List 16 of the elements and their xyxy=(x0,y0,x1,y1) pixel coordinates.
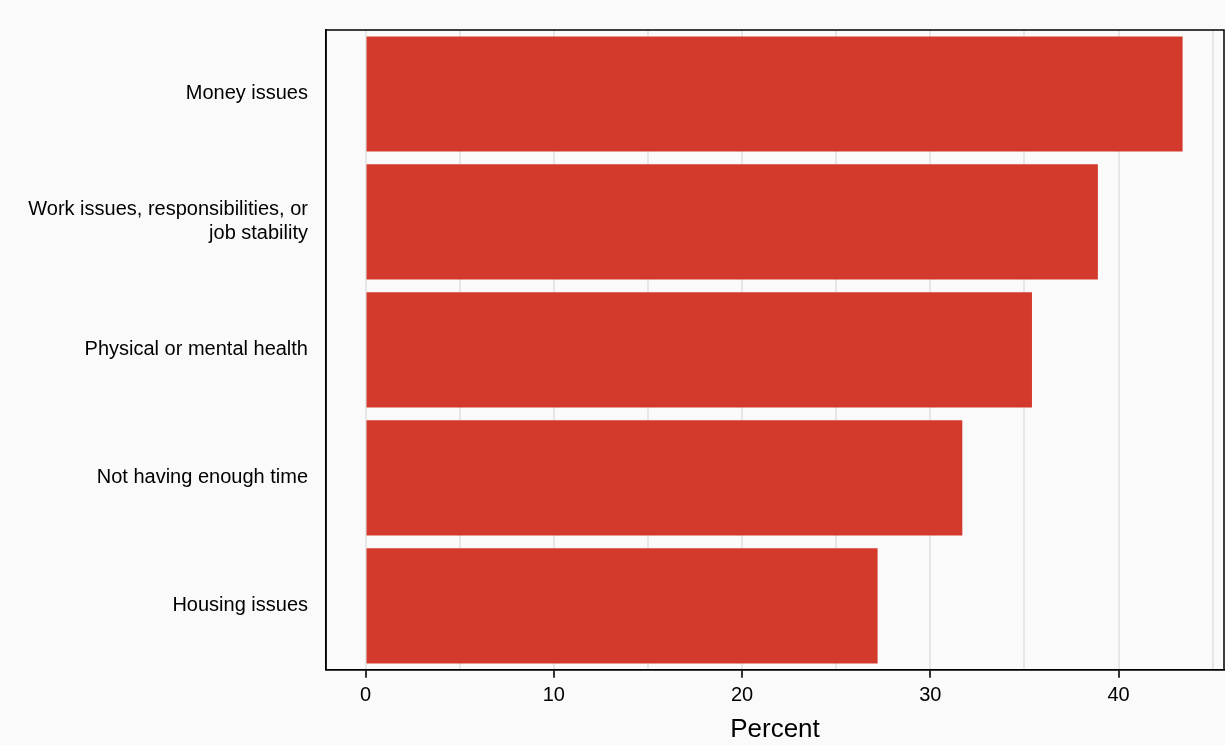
x-axis-title: Percent xyxy=(730,712,821,743)
bar xyxy=(366,164,1098,280)
x-tick-label: 40 xyxy=(1107,683,1130,706)
y-tick-label: Work issues, responsibilities, or job stability xyxy=(28,197,309,244)
y-tick-label: Housing issues xyxy=(172,593,308,616)
bar xyxy=(366,36,1183,152)
bar xyxy=(366,548,878,664)
x-tick-label: 10 xyxy=(542,683,565,706)
x-tick-label: 30 xyxy=(919,683,942,706)
y-tick-label: Money issues xyxy=(185,81,308,104)
x-tick-label: 20 xyxy=(730,683,754,706)
x-tick-label: 0 xyxy=(359,683,372,706)
y-tick-label: Not having enough time xyxy=(96,465,308,488)
bar xyxy=(366,420,963,536)
y-tick-label: Physical or mental health xyxy=(84,337,308,360)
bar xyxy=(366,292,1032,408)
